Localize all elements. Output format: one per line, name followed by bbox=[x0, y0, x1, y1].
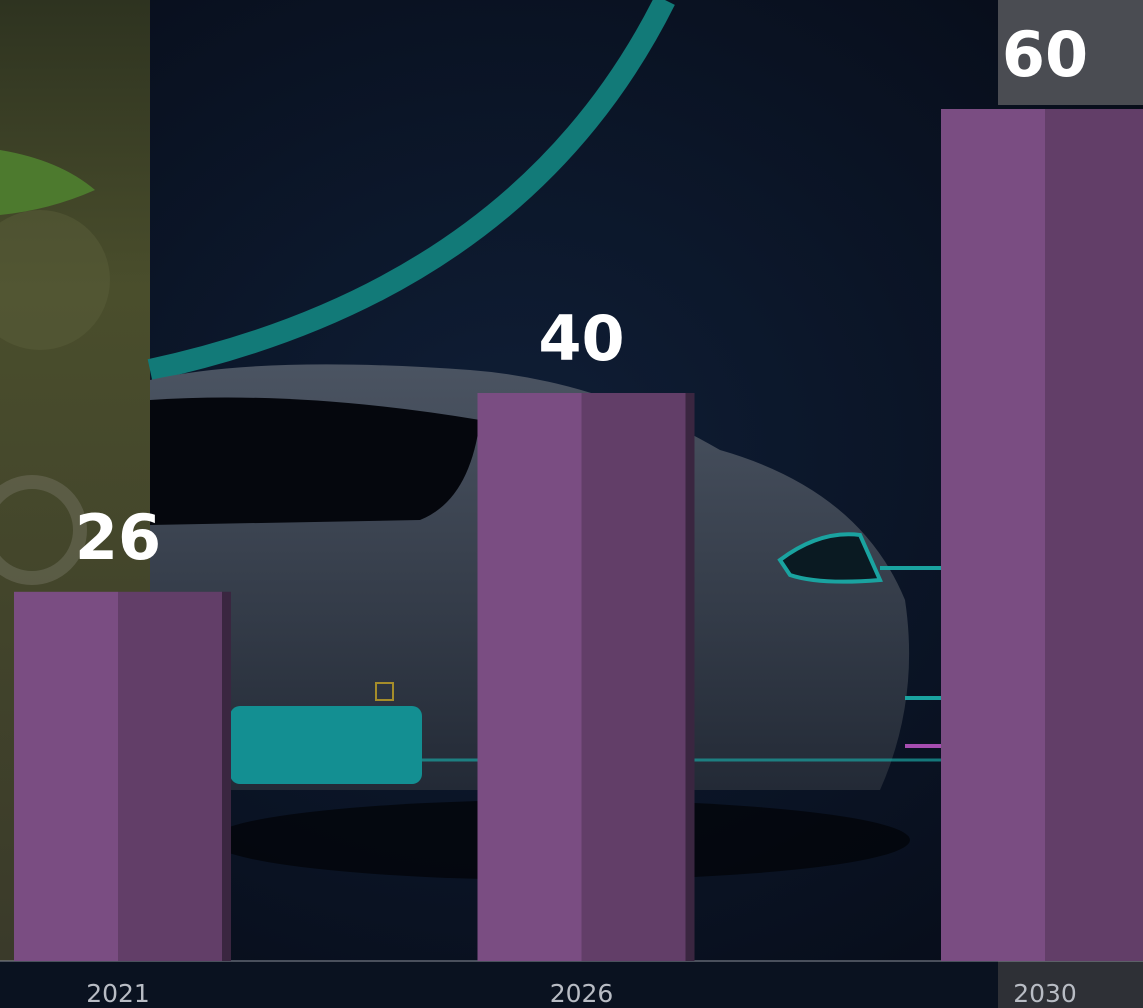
x-tick-label: 2030 bbox=[1013, 979, 1077, 1008]
bar-face bbox=[941, 109, 1045, 961]
bar-shade bbox=[581, 393, 686, 961]
bar-edge bbox=[685, 393, 695, 961]
x-tick-label: 2026 bbox=[550, 979, 614, 1008]
bar-face bbox=[14, 591, 118, 961]
bar bbox=[14, 591, 231, 961]
value-label: 40 bbox=[538, 302, 624, 375]
bar bbox=[477, 393, 695, 961]
value-label: 60 bbox=[1002, 18, 1088, 91]
x-tick-label: 2021 bbox=[86, 979, 150, 1008]
bar-shade bbox=[1045, 109, 1143, 961]
value-label: 26 bbox=[75, 501, 161, 574]
bar-shade bbox=[118, 591, 222, 961]
bar-edge bbox=[222, 591, 231, 961]
bar bbox=[941, 109, 1143, 961]
bar-face bbox=[477, 393, 582, 961]
